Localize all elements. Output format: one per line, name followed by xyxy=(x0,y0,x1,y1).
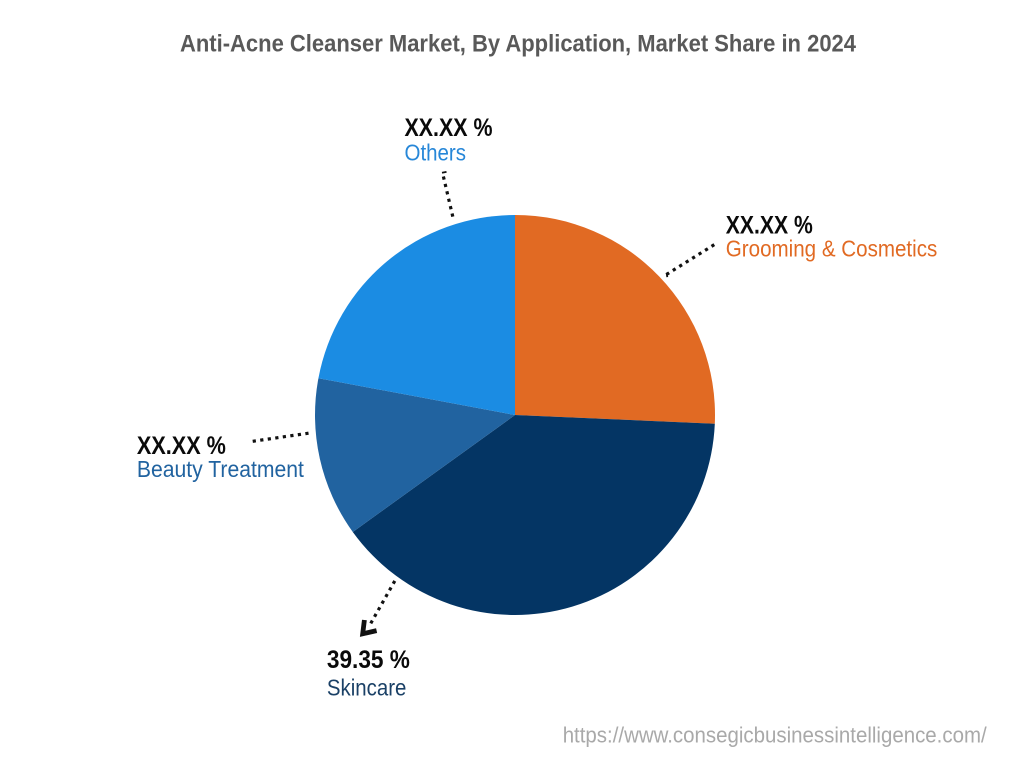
svg-text:XX.XX %: XX.XX % xyxy=(137,432,226,460)
svg-text:Grooming & Cosmetics: Grooming & Cosmetics xyxy=(726,236,938,262)
svg-text:Skincare: Skincare xyxy=(327,675,407,701)
svg-text:Beauty Treatment: Beauty Treatment xyxy=(137,456,305,482)
svg-text:39.35 %: 39.35 % xyxy=(327,646,410,674)
svg-text:Others: Others xyxy=(405,140,467,166)
svg-text:https://www.consegicbusinessin: https://www.consegicbusinessintelligence… xyxy=(563,723,988,748)
svg-text:XX.XX %: XX.XX % xyxy=(726,212,813,240)
svg-text:Anti-Acne Cleanser Market, By: Anti-Acne Cleanser Market, By Applicatio… xyxy=(180,31,856,58)
svg-text:XX.XX %: XX.XX % xyxy=(405,114,493,142)
